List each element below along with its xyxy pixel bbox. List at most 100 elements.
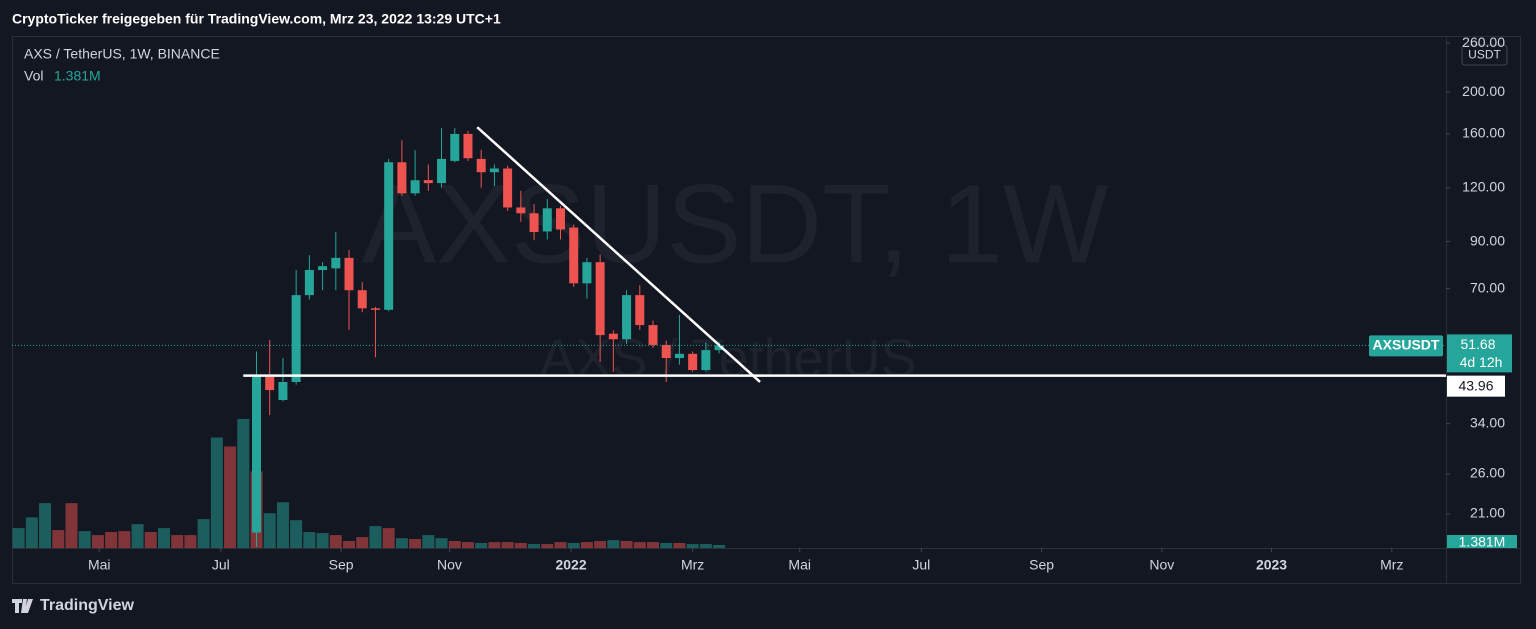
- volume-bar: [673, 542, 686, 548]
- volume-bar: [369, 526, 382, 548]
- volume-bar: [131, 524, 144, 548]
- hline-badge: [1447, 375, 1505, 397]
- y-tick-label: 90.00: [1470, 232, 1505, 248]
- volume-bar: [395, 538, 408, 548]
- x-tick-label: Mrz: [1380, 557, 1403, 573]
- volume-bar: [197, 519, 210, 548]
- volume-bar: [276, 502, 289, 548]
- volume-bar: [713, 544, 726, 548]
- candle-body: [476, 158, 486, 173]
- volume-bar: [567, 542, 580, 548]
- y-tick-label: 34.00: [1470, 414, 1505, 430]
- candle-body: [648, 325, 658, 345]
- candle-body: [701, 350, 711, 371]
- candle-body: [555, 208, 565, 230]
- header: CryptoTicker freigegeben für TradingView…: [12, 11, 501, 27]
- volume-bar: [105, 532, 118, 548]
- volume-badge-label: 1.381M: [1459, 534, 1506, 550]
- candle-body: [674, 353, 684, 359]
- x-tick-label: Nov: [1149, 557, 1174, 573]
- brand: TradingView: [40, 597, 135, 614]
- volume-bar: [329, 535, 342, 548]
- volume-bar: [647, 542, 660, 548]
- volume-bar: [620, 541, 633, 548]
- candle-body: [516, 207, 526, 214]
- y-tick-label: 70.00: [1470, 279, 1505, 295]
- candle-body: [582, 262, 592, 284]
- x-tick-label: Sep: [1029, 557, 1054, 573]
- candle-body: [622, 295, 632, 340]
- candle-body: [397, 162, 407, 194]
- x-tick-label: Mai: [788, 557, 811, 573]
- volume-bar: [501, 542, 514, 548]
- trendline: [476, 126, 761, 383]
- y-tick-label: 160.00: [1462, 125, 1505, 141]
- y-tick-label: 260.00: [1462, 34, 1505, 50]
- volume-bar: [422, 535, 435, 548]
- x-tick-label: Jul: [212, 557, 230, 573]
- candle-body: [437, 158, 447, 184]
- candle-body: [635, 295, 645, 326]
- x-tick-label: Jul: [912, 557, 930, 573]
- volume-bar: [303, 532, 316, 548]
- volume-bar: [594, 541, 607, 548]
- symbol-badge: [1369, 335, 1443, 357]
- volume-bar: [12, 528, 25, 548]
- volume-bar: [237, 418, 250, 548]
- volume-bar: [541, 544, 554, 548]
- candle-body: [265, 375, 275, 391]
- candle-body: [489, 168, 499, 173]
- candle-body: [542, 208, 552, 232]
- volume-bar: [78, 531, 91, 548]
- volume-bar: [475, 542, 488, 548]
- volume-bar: [52, 530, 65, 548]
- y-tick-label: 26.00: [1470, 465, 1505, 481]
- volume-legend-name: Vol: [24, 68, 43, 84]
- volume-bar: [290, 520, 303, 548]
- volume-bar: [118, 531, 131, 548]
- volume-bar: [607, 540, 620, 548]
- candle-body: [714, 345, 724, 351]
- price-badge: [1447, 334, 1512, 373]
- volume-bar: [686, 544, 699, 548]
- volume-bar: [580, 542, 593, 548]
- volume-bar: [448, 541, 461, 548]
- candle-body: [357, 290, 367, 309]
- volume-bar: [157, 528, 170, 548]
- currency-badge[interactable]: [1461, 44, 1508, 66]
- volume-bar: [382, 528, 395, 548]
- volume-badge: [1447, 535, 1517, 548]
- volume-bar: [25, 517, 38, 548]
- volume-bar: [263, 513, 276, 548]
- volume-bar: [409, 539, 422, 548]
- candle-body: [252, 375, 262, 533]
- watermark: AXSUSDT, 1W: [362, 162, 1109, 287]
- volume-bar: [356, 537, 369, 548]
- candle-body: [450, 133, 460, 161]
- candle-body: [608, 333, 618, 340]
- candle-body: [304, 270, 314, 296]
- frame: [12, 36, 1521, 584]
- candle-body: [331, 257, 341, 269]
- y-tick-label: 120.00: [1462, 178, 1505, 194]
- x-tick-label: 2023: [1256, 557, 1287, 573]
- candle-body: [291, 295, 301, 382]
- watermark-sub: AXS / TetherUS: [539, 328, 916, 388]
- volume-bar: [316, 533, 329, 548]
- currency-label[interactable]: USDT: [1468, 48, 1501, 62]
- brand-logo: [12, 599, 33, 613]
- candle-body: [278, 381, 288, 400]
- volume-bar: [514, 542, 527, 548]
- volume-bar: [91, 535, 104, 548]
- x-tick-label: Sep: [329, 557, 354, 573]
- volume-bar: [171, 535, 184, 548]
- volume-bar: [224, 446, 237, 548]
- hline-label: 43.96: [1458, 377, 1493, 393]
- volume-bar: [660, 542, 673, 548]
- candle-body: [463, 133, 473, 159]
- volume-bar: [699, 544, 712, 548]
- countdown-label: 4d 12h: [1460, 354, 1503, 370]
- price-label: 51.68: [1460, 336, 1495, 352]
- volume-bar: [461, 542, 474, 548]
